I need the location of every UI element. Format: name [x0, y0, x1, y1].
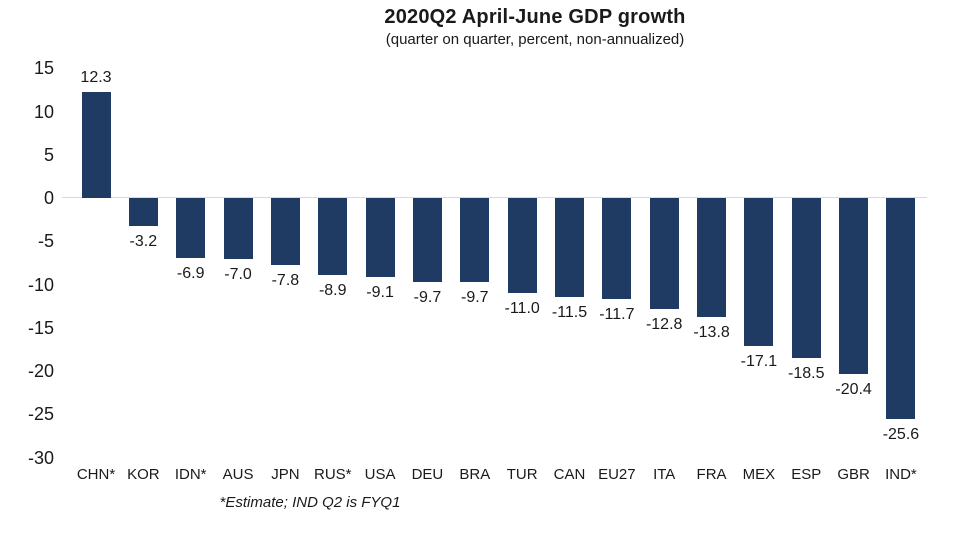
value-label: -11.5: [551, 304, 588, 322]
bar-AUS: [223, 198, 253, 259]
value-label: -18.5: [788, 365, 825, 383]
bar-IDN*: [176, 198, 206, 258]
value-label: 12.3: [80, 68, 112, 86]
x-axis-label: KOR: [127, 466, 160, 483]
x-axis-label: ESP: [791, 466, 822, 483]
value-label: -6.9: [176, 264, 205, 282]
x-axis-label: IND*: [885, 466, 917, 483]
value-label: -17.1: [740, 352, 778, 370]
x-axis-label: CHN*: [76, 466, 116, 483]
x-axis-label: RUS*: [313, 466, 352, 483]
bar-DEU: [412, 198, 442, 282]
bar-MEX: [744, 198, 774, 346]
bar-CHN*: [81, 91, 111, 198]
zero-axis-line: [62, 197, 927, 198]
y-axis-tick: -25: [27, 404, 54, 425]
y-axis-tick: -10: [27, 274, 54, 295]
bar-ITA: [649, 198, 679, 309]
bar-FRA: [697, 198, 727, 318]
y-axis-tick: -30: [27, 447, 54, 468]
value-label: -7.8: [271, 272, 300, 290]
value-label: -25.6: [882, 426, 920, 444]
x-axis-label: FRA: [696, 466, 727, 483]
x-axis-label: ITA: [653, 466, 676, 483]
y-axis-tick: -15: [27, 317, 54, 338]
value-label: -3.2: [129, 232, 158, 250]
value-label: -9.7: [461, 288, 489, 306]
y-axis-tick: -20: [27, 361, 54, 381]
bar-KOR: [128, 198, 158, 226]
value-label: -11.7: [599, 306, 635, 324]
title-block: 2020Q2 April-June GDP growth (quarter on…: [94, 6, 976, 48]
chart-title: 2020Q2 April-June GDP growth: [384, 6, 686, 28]
bar-RUS*: [318, 198, 348, 275]
y-axis-tick: -5: [37, 231, 54, 252]
x-axis-label: DEU: [411, 466, 444, 483]
chart-subtitle: (quarter on quarter, percent, non-annual…: [385, 31, 685, 48]
bar-GBR: [839, 198, 869, 375]
x-axis-label: IDN*: [174, 466, 207, 483]
value-label: -9.7: [413, 288, 442, 306]
bar-BRA: [460, 198, 490, 282]
value-label: -9.1: [366, 283, 394, 301]
y-axis-tick: 5: [43, 144, 54, 165]
x-axis-label: TUR: [506, 466, 538, 483]
y-axis-tick: 15: [33, 58, 54, 79]
bar-JPN: [270, 198, 300, 266]
bar-EU27: [602, 198, 632, 300]
value-label: -20.4: [835, 381, 872, 399]
bar-TUR: [507, 198, 537, 294]
x-axis-label: AUS: [222, 466, 254, 483]
bar-CAN: [555, 198, 584, 298]
y-axis-tick: 10: [33, 101, 54, 122]
x-axis-label: CAN: [553, 466, 586, 483]
x-axis-label: MEX: [742, 466, 776, 483]
chart-footnote: *Estimate; IND Q2 is FYQ1: [219, 494, 401, 511]
value-label: -8.9: [318, 281, 347, 299]
x-axis-label: JPN: [271, 466, 300, 483]
value-label: -7.0: [224, 265, 252, 283]
x-axis-label: BRA: [459, 466, 491, 483]
x-axis-label: USA: [364, 466, 396, 483]
bar-ESP: [791, 198, 821, 359]
x-axis-label: EU27: [598, 466, 636, 483]
x-axis-label: GBR: [837, 466, 870, 483]
bar-USA: [365, 198, 395, 277]
y-axis-tick: 0: [43, 188, 54, 208]
value-label: -11.0: [504, 300, 540, 318]
bar-IND*: [886, 198, 916, 420]
value-label: -12.8: [645, 315, 683, 333]
value-label: -13.8: [693, 324, 730, 342]
